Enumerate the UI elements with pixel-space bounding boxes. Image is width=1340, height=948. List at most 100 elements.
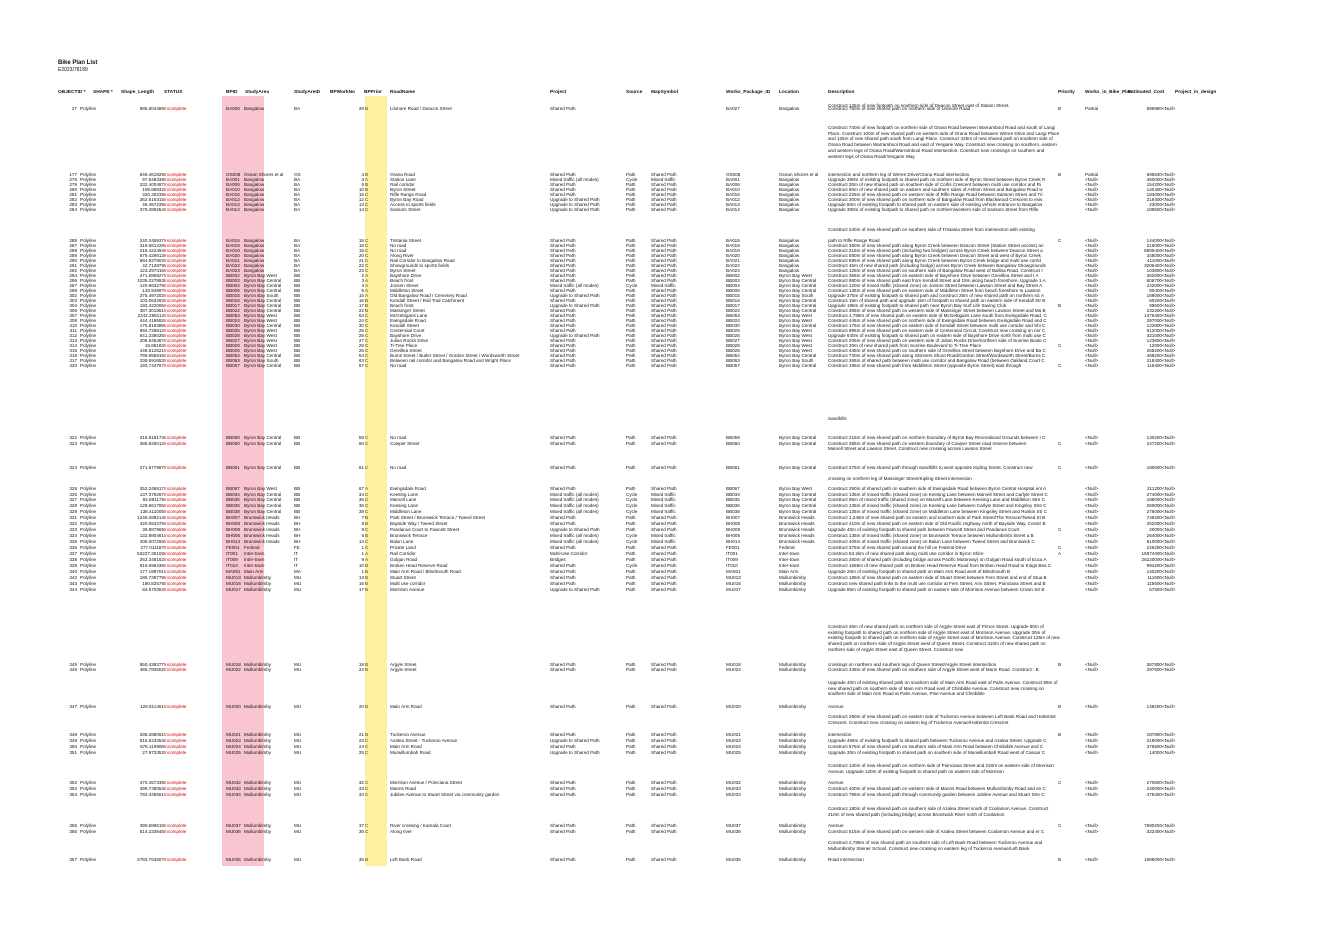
road-name: Showgrounds to sports fields <box>390 263 449 268</box>
description-cell: Construct 365m of new shared path on eas… <box>828 273 1039 278</box>
priority-highlight-band <box>365 96 387 866</box>
works-package-id: MU017 <box>726 587 741 592</box>
project-cell: Shared Path <box>550 575 576 580</box>
works-package-id: BB017 <box>726 303 740 308</box>
map-symbol: Shared Path <box>651 258 677 263</box>
priority-cell: C <box>1058 823 1062 828</box>
col-header[interactable]: Project <box>550 90 567 95</box>
estimated-cost: 216000 <box>1146 243 1162 248</box>
description-cell: crossings on northern and southern legs … <box>828 662 997 667</box>
shape-cell: Polyline <box>80 358 97 363</box>
col-header[interactable]: Source <box>626 90 643 95</box>
description-cell: Upgrade 20m of existing footpath to shar… <box>828 569 1011 574</box>
col-header[interactable]: Project_in_design <box>1175 90 1217 95</box>
road-name: Private Land <box>390 545 416 550</box>
road-name: Byron Bay Road <box>390 197 424 202</box>
object-id: 351 <box>69 750 77 755</box>
shape-length: 386.926012 <box>139 441 164 446</box>
project-cell: Upgrade to Shared Path <box>550 303 600 308</box>
shape-length: 193.422065 <box>139 303 164 308</box>
shape-cell: Polyline <box>80 248 97 253</box>
bp-prior: 7 <box>361 515 364 520</box>
estimated-cost: 123600 <box>1146 338 1162 343</box>
col-header[interactable]: BPID <box>226 90 238 95</box>
source-cell: Path <box>626 557 636 562</box>
study-area-id: BA <box>294 106 301 111</box>
col-header[interactable]: Priority <box>1058 90 1075 95</box>
bpid-cell: BB022 <box>226 308 240 313</box>
status-cell: Incomplete <box>164 569 187 574</box>
col-header[interactable]: STATUS <box>164 90 183 95</box>
estimated-cost: 270500 <box>1146 780 1162 785</box>
bpid-cell: MU033 <box>226 786 241 791</box>
col-header[interactable]: Works_in_Bike_Plan <box>1085 90 1133 95</box>
bp-prior-letter: C <box>365 343 369 348</box>
project-cell: Upgrade to Shared Path <box>550 527 600 532</box>
object-id: 280 <box>69 187 77 192</box>
col-header[interactable]: StudyArea <box>245 90 269 95</box>
shape-length: 120.963279 <box>139 283 164 288</box>
source-cell: Path <box>626 750 636 755</box>
col-header[interactable]: Estimated_Cost <box>1128 90 1165 95</box>
works-in-bike-plan: <Null> <box>1085 509 1099 514</box>
bp-prior: 32 <box>358 780 364 785</box>
study-area-id: BB <box>294 348 301 353</box>
bp-prior-letter: C <box>365 313 369 318</box>
description-cell: Construct 730m of new shared path along … <box>828 353 1046 358</box>
road-name: Main Arm Road <box>390 704 422 709</box>
source-cell: Path <box>626 263 636 268</box>
col-header[interactable]: Works_Package_ID <box>726 90 771 95</box>
works-package-id: MU036 <box>726 829 741 834</box>
study-area-id: BB <box>294 303 301 308</box>
location-cell: Mullumbimby <box>779 732 807 737</box>
project-in-design: <Null> <box>1162 308 1176 313</box>
status-cell: Incomplete <box>164 343 187 348</box>
project-cell: Shared Path <box>550 780 576 785</box>
shape-cell: Polyline <box>80 263 97 268</box>
works-in-bike-plan: <Null> <box>1085 581 1099 586</box>
description-cell: Construct 1655m of new shared path on Br… <box>828 563 1052 568</box>
project-cell: Shared Path <box>550 348 576 353</box>
road-name: Sansom Street <box>390 207 421 212</box>
description-cell: Construct new shared path links to the m… <box>828 581 1046 586</box>
estimated-cost: 20000 <box>1149 527 1162 532</box>
col-header[interactable]: Location <box>779 90 799 95</box>
bpid-cell: BB063 <box>226 358 240 363</box>
col-header[interactable]: BPWorkNo <box>330 90 355 95</box>
project-in-design: <Null> <box>1162 744 1176 749</box>
source-cell: Path <box>626 248 636 253</box>
description-cell: intersection and northern leg of Wirree … <box>828 172 971 177</box>
works-package-id: MU034 <box>726 792 741 797</box>
shape-cell: Polyline <box>80 569 97 574</box>
study-area: Brunswick Heads <box>244 515 280 520</box>
works-package-id: BA013 <box>726 202 740 207</box>
col-header[interactable]: Shape_Length <box>121 90 155 95</box>
shape-length: 390.689618 <box>139 823 164 828</box>
map-symbol: Shared Path <box>651 293 677 298</box>
col-header[interactable]: OBJECTID * <box>58 90 86 95</box>
col-header[interactable]: Description <box>828 90 855 95</box>
study-area-id: MU <box>294 792 302 797</box>
shape-cell: Polyline <box>80 563 97 568</box>
object-id: 347 <box>69 704 77 709</box>
source-cell: Path <box>626 172 636 177</box>
study-area-id: MU <box>294 667 302 672</box>
col-header[interactable]: RoadName <box>390 90 416 95</box>
bpid-cell: BB015 <box>226 293 240 298</box>
map-symbol: Mixed traffic <box>651 503 676 508</box>
map-symbol: Shared Path <box>651 253 677 258</box>
project-in-design: <Null> <box>1162 172 1176 177</box>
estimated-cost: 98500 <box>1149 303 1162 308</box>
project-in-design: <Null> <box>1162 750 1176 755</box>
bpid-cell: MU020 <box>226 704 241 709</box>
col-header[interactable]: BPPrior <box>364 90 382 95</box>
col-header[interactable]: SHAPE * <box>93 90 113 95</box>
works-package-id: IT009 <box>726 557 738 562</box>
status-cell: Incomplete <box>164 732 187 737</box>
col-header[interactable]: StudyAreID <box>294 90 321 95</box>
map-symbol: Shared Path <box>651 527 677 532</box>
project-cell: Shared Path <box>550 732 576 737</box>
location-cell: Mullumbimby <box>779 662 807 667</box>
road-name: No road <box>390 465 407 470</box>
col-header[interactable]: MapSymbol <box>651 90 678 95</box>
